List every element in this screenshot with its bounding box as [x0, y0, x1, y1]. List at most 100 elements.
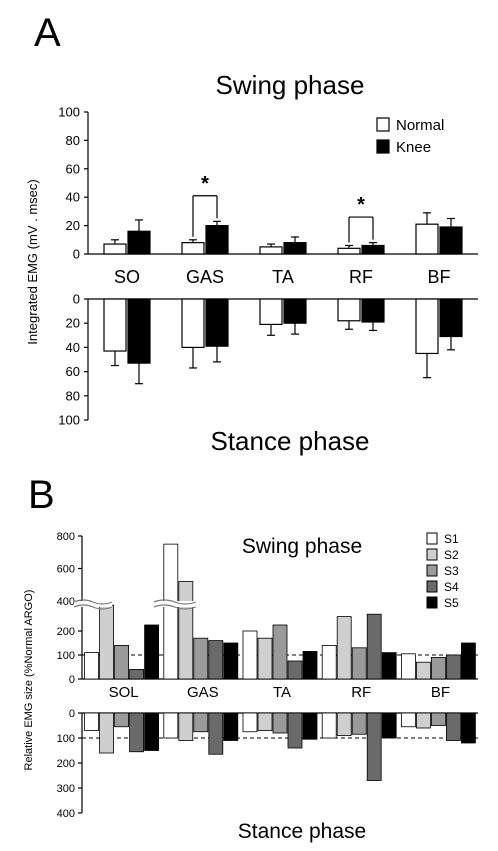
legend-label-s2: S2 — [444, 548, 459, 562]
panel-a-stance-bar — [337, 298, 361, 322]
significance-star: * — [201, 173, 209, 195]
axis-break-gas-gap — [153, 601, 196, 607]
panel-a-swing-tick-label: 40 — [66, 190, 80, 205]
panel-a-stance-bar — [103, 298, 127, 352]
panel-b-category-label: BF — [431, 684, 450, 701]
panel-b-swing-bar — [208, 640, 224, 680]
panel-a-category-label: SO — [114, 267, 140, 287]
panel-b-swing-bar — [445, 654, 461, 680]
panel-b-stance-bar — [257, 712, 273, 731]
panel-b-stance-bar — [129, 712, 145, 753]
panel-a-stance-tick-label: 20 — [66, 316, 80, 331]
legend-swatch-s5 — [426, 596, 438, 609]
panel-a-swing-tick-label: 80 — [66, 133, 80, 148]
legend-swatch-s1 — [426, 532, 438, 545]
panel-b-category-label: SOL — [109, 684, 139, 701]
panel-a-category-label: RF — [349, 267, 373, 287]
panel-a-stance-bar — [415, 298, 439, 355]
panel-b-stance-bar — [366, 712, 382, 781]
panel-b-swing-bar — [223, 642, 239, 680]
chart-marks: 0 20 40 60 80 100 0 20 40 60 80 100 SO GAS TA RF BF * * 0 10… — [57, 105, 478, 820]
panel-b-stance-bar — [223, 712, 239, 741]
significance-star: * — [357, 194, 365, 216]
panel-b-swing-bar — [430, 657, 446, 680]
panel-a-swing-bar — [205, 225, 229, 255]
panel-b-swing-bar — [144, 624, 160, 680]
panel-b-swing-bar — [287, 660, 303, 680]
panel-b-swing-tick-label: 400 — [57, 596, 75, 608]
panel-b-stance-tick-label: 0 — [69, 708, 75, 720]
panel-b-ylabel: Relative EMG size (%Normal ARGO) — [23, 590, 35, 771]
legend-swatch-normal — [376, 117, 390, 132]
panel-b-stance-bar — [445, 712, 461, 741]
panel-b-swing-bar — [272, 624, 288, 680]
panel-b-swing-tick-label: 100 — [57, 650, 75, 662]
legend-label-s3: S3 — [444, 564, 459, 578]
panel-a-swing-bar — [181, 242, 205, 255]
legend-swatch-s2 — [426, 548, 438, 561]
panel-b-swing-bar — [415, 661, 431, 680]
panel-a-swing-bar — [361, 244, 385, 255]
panel-b-swing-bar — [321, 645, 337, 680]
panel-b-stance-bar — [460, 712, 476, 744]
panel-a-stance-bar — [127, 298, 151, 364]
panel-b-letter: B — [28, 473, 55, 517]
panel-b-swing-bar — [400, 653, 416, 680]
panel-b-swing-bar — [381, 652, 397, 680]
panel-a-ylabel: Integrated EMG (mV . msec) — [25, 179, 40, 344]
panel-b-stance-bar — [163, 712, 179, 739]
panel-a-stance-tick-label: 40 — [66, 340, 80, 355]
panel-a-swing-bar — [283, 242, 307, 255]
panel-a-stance-bar — [205, 298, 229, 347]
legend-label-normal: Normal — [396, 117, 444, 134]
panel-a-legend: Normal Knee — [376, 117, 444, 156]
panel-b-swing-bar — [84, 652, 99, 680]
panel-a-stance-bar — [181, 298, 205, 349]
panel-a-swing-bar — [127, 230, 151, 255]
legend-label-s5: S5 — [444, 596, 459, 610]
panel-b-stance-tick-label: 300 — [57, 783, 75, 795]
axis-break-sol-line — [73, 604, 113, 610]
panel-b-stance-bar — [415, 712, 431, 729]
legend-swatch-s3 — [426, 564, 438, 577]
panel-b-swing-bar — [460, 642, 476, 680]
panel-b-stance-bar — [144, 712, 160, 751]
panel-b-swing-bar — [129, 669, 145, 680]
panel-b-stance-bar — [287, 712, 303, 749]
panel-a-stance-tick-label: 80 — [66, 388, 80, 403]
panel-b-swing-bar — [336, 616, 352, 680]
panel-b-swing-bar — [193, 637, 209, 680]
axis-break-gas-line — [153, 599, 197, 605]
panel-a-swing-bar — [415, 223, 439, 255]
axis-break-sol-line — [73, 599, 113, 605]
panel-b-stance-bar — [302, 712, 318, 740]
legend-swatch-knee — [376, 139, 390, 154]
panel-b-swing-tick-label: 0 — [69, 674, 75, 686]
panel-a-swing-bar — [103, 243, 127, 255]
panel-a-swing-bar — [337, 247, 361, 255]
panel-a-swing-tick-label: 100 — [58, 105, 80, 120]
panel-a-stance-title: Stance phase — [210, 426, 369, 456]
panel-b-stance-bar — [430, 712, 446, 726]
panel-a-letter: A — [34, 11, 61, 55]
panel-a-swing-tick-label: 20 — [66, 218, 80, 233]
panel-b-swing-bar — [366, 613, 382, 680]
legend-label-s1: S1 — [444, 532, 459, 546]
panel-b-stance-bar — [208, 712, 224, 755]
panel-b-stance-bar — [193, 712, 209, 733]
panel-a-stance-tick-label: 100 — [58, 413, 80, 428]
panel-b-stance-title: Stance phase — [238, 820, 366, 843]
panel-b-stance-tick-label: 200 — [57, 758, 75, 770]
panel-a-category-label: BF — [427, 267, 450, 287]
panel-b-stance-bar — [272, 712, 288, 734]
panel-b-swing-bar — [257, 637, 273, 680]
panel-b-legend: S1 S2 S3 S4 S5 — [426, 532, 459, 610]
panel-b-stance-bar — [242, 712, 258, 733]
panel-b-stance-bar — [381, 712, 397, 739]
panel-b-swing-bar — [302, 651, 318, 680]
legend-label-s4: S4 — [444, 580, 459, 594]
panel-a-category-label: GAS — [186, 267, 224, 287]
panel-b-stance-bar — [84, 712, 99, 731]
panel-a-stance-bar — [439, 298, 463, 338]
